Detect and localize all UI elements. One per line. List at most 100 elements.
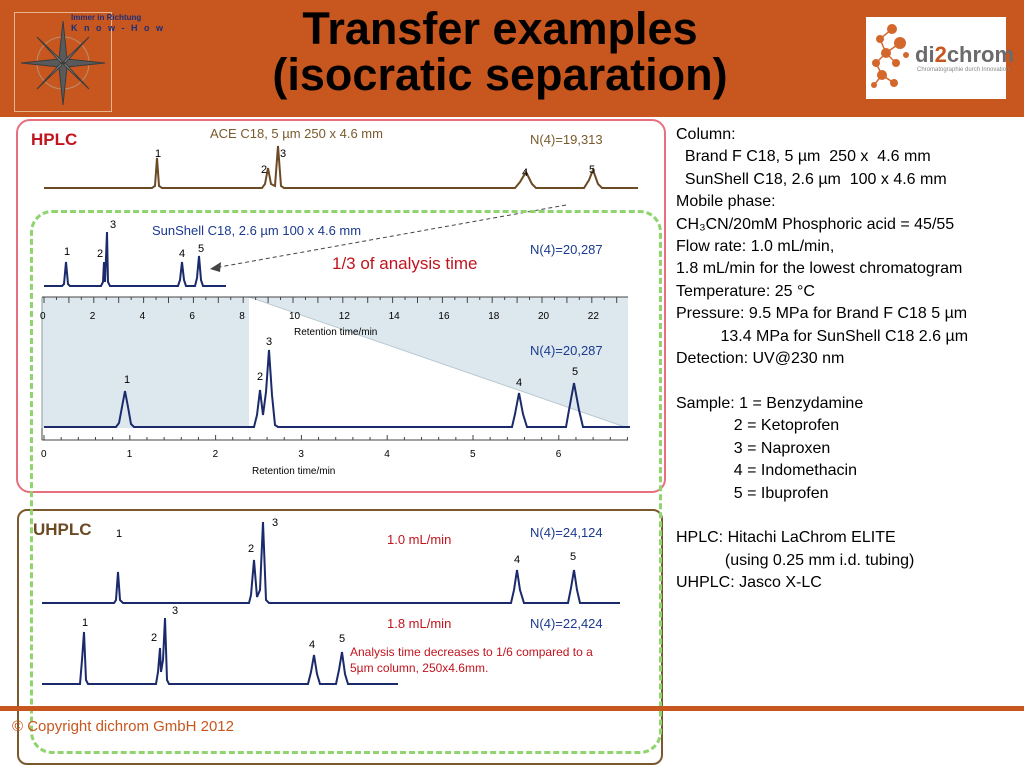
ace-peak-1: 1 — [155, 148, 162, 160]
condition-line — [676, 370, 968, 392]
dichrom-logo: di2chrom Chromatographie durch Innovatio… — [866, 17, 1014, 99]
footer-bar — [0, 706, 1024, 711]
sunshell-peak-5: 5 — [198, 243, 205, 255]
expanded-peak-3: 3 — [266, 336, 273, 348]
uhplc-run1-peak-3: 3 — [272, 517, 279, 529]
condition-line: 13.4 MPa for SunShell C18 2.6 µm — [676, 327, 969, 345]
condition-line: (using 0.25 mm i.d. tubing) — [676, 551, 915, 569]
sunshell-peak-2: 2 — [97, 248, 104, 260]
axis-2 — [41, 428, 628, 441]
condition-line — [676, 505, 968, 527]
condition-line: 4 = Indomethacin — [676, 462, 857, 480]
uhplc-note-line-1: Analysis time decreases to 1/6 compared … — [350, 645, 593, 659]
condition-line: Column: — [676, 126, 736, 143]
axis-1-tick-label: 2 — [89, 311, 96, 322]
axis-2-tick-label: 2 — [212, 449, 219, 460]
condition-line: CH₃CN/20mM Phosphoric acid = 45/55 — [676, 215, 955, 233]
axis-1 — [42, 296, 628, 303]
axis-1-tick-label: 12 — [338, 311, 350, 322]
copyright-text: © Copyright dichrom GmbH 2012 — [12, 718, 234, 735]
uhplc-run1-peak-5: 5 — [570, 551, 577, 563]
uhplc-run2-peak-2: 2 — [151, 632, 158, 644]
expanded-peak-1: 1 — [124, 374, 131, 386]
condition-line: 3 = Naproxen — [676, 439, 831, 457]
ace-plates: N(4)=19,313 — [530, 132, 603, 147]
axis-1-tick-label: 0 — [40, 311, 46, 322]
condition-line: Mobile phase: — [676, 193, 776, 211]
uhplc-run2-plates: N(4)=22,424 — [530, 616, 603, 631]
condition-line: UHPLC: Jasco X-LC — [676, 574, 822, 592]
dichrom-subtitle: Chromatographie durch Innovation — [917, 67, 1010, 73]
axis-1-label: Retention time/min — [294, 327, 378, 338]
uhplc-run2-peak-4: 4 — [309, 639, 316, 651]
time-arrow-head — [210, 262, 221, 272]
axis-2-tick-label: 1 — [126, 449, 133, 460]
condition-line: 1.8 mL/min for the lowest chromatogram — [676, 260, 963, 278]
uhplc-frame — [17, 509, 663, 765]
compass-rose-icon — [20, 20, 106, 106]
uhplc-run1-flow: 1.0 mL/min — [387, 532, 452, 547]
ace-peak-2: 2 — [261, 164, 268, 176]
expanded-chromatogram-trace — [44, 349, 630, 428]
axis-2-tick-label: 3 — [298, 449, 304, 460]
axis-1-tick-label: 18 — [488, 311, 500, 322]
sunshell-column-title: SunShell C18, 2.6 µm 100 x 4.6 mm — [152, 223, 362, 238]
uhplc-run1-trace — [42, 521, 620, 604]
logo-tagline-2: K n o w - H o w — [71, 23, 165, 33]
condition-line: SunShell C18, 2.6 µm 100 x 4.6 mm — [676, 170, 947, 188]
uhplc-note: Analysis time decreases to 1/6 compared … — [350, 644, 593, 676]
uhplc-run2-flow: 1.8 mL/min — [387, 616, 452, 631]
hplc-frame — [16, 119, 666, 493]
uhplc-run2-peak-5: 5 — [339, 633, 346, 645]
axis-1-tick-label: 16 — [438, 311, 450, 322]
zoom-region — [42, 297, 249, 428]
uhplc-note-line-2: 5µm column, 250x4.6mm. — [350, 661, 489, 675]
expanded-peak-5: 5 — [572, 366, 579, 378]
axis-1-tick-label: 20 — [538, 311, 550, 322]
expanded-plates: N(4)=20,287 — [530, 343, 603, 358]
ace-column-title: ACE C18, 5 µm 250 x 4.6 mm — [210, 126, 383, 141]
uhplc-run2-peak-1: 1 — [82, 617, 89, 629]
uhplc-run1-peak-2: 2 — [248, 543, 255, 555]
condition-line: Sample: 1 = Benzydamine — [676, 394, 864, 412]
page-title: Transfer examples (isocratic separation) — [150, 6, 850, 98]
axis-2-tick-label: 0 — [41, 449, 47, 460]
condition-line: HPLC: Hitachi LaChrom ELITE — [676, 529, 896, 547]
molecule-dots-icon — [871, 24, 909, 88]
axis-2-tick-label: 6 — [555, 449, 562, 460]
expanded-peak-2: 2 — [257, 371, 264, 383]
conditions-panel: Column: Brand F C18, 5 µm 250 x 4.6 mm S… — [676, 124, 968, 595]
expanded-peak-4: 4 — [516, 377, 523, 389]
condition-line: Flow rate: 1.0 mL/min, — [676, 238, 835, 256]
ace-peak-3: 3 — [280, 148, 287, 160]
title-line-2: (isocratic separation) — [272, 49, 728, 100]
axis-1-tick-label: 10 — [289, 311, 301, 322]
sunshell-peak-3: 3 — [110, 219, 117, 231]
title-line-1: Transfer examples — [302, 3, 698, 54]
brand-part-2: 2 — [934, 42, 947, 67]
sunshell-chromatogram-trace — [44, 231, 226, 287]
logo-tagline-1: Immer in Richtung — [71, 13, 142, 22]
uhplc-run1-plates: N(4)=24,124 — [530, 525, 603, 540]
axis-2-tick-label: 4 — [384, 449, 390, 460]
dashed-frame — [30, 210, 662, 754]
axis-1-tick-label: 14 — [388, 311, 400, 322]
axis-2-label: Retention time/min — [252, 466, 336, 477]
dichrom-brand: di2chrom — [915, 42, 1014, 68]
sunshell-peak-4: 4 — [179, 248, 186, 260]
brand-part-di: di — [915, 42, 935, 67]
uhplc-run1-peak-4: 4 — [514, 554, 521, 566]
zoom-edge-diagonal — [248, 296, 629, 429]
axis-1-tick-label: 22 — [587, 311, 599, 322]
time-arrow-line — [213, 204, 567, 269]
axis-1-tick-label: 8 — [239, 311, 245, 322]
condition-line: 5 = Ibuprofen — [676, 484, 829, 502]
condition-line: Brand F C18, 5 µm 250 x 4.6 mm — [676, 148, 931, 166]
axis-2-tick-label: 5 — [470, 449, 476, 460]
know-how-logo: Immer in Richtung K n o w - H o w — [14, 12, 163, 112]
ace-chromatogram-trace — [44, 145, 638, 189]
condition-line: 2 = Ketoprofen — [676, 417, 840, 435]
axis-1-tick-label: 4 — [139, 311, 146, 322]
uhplc-run2-trace — [42, 617, 398, 685]
